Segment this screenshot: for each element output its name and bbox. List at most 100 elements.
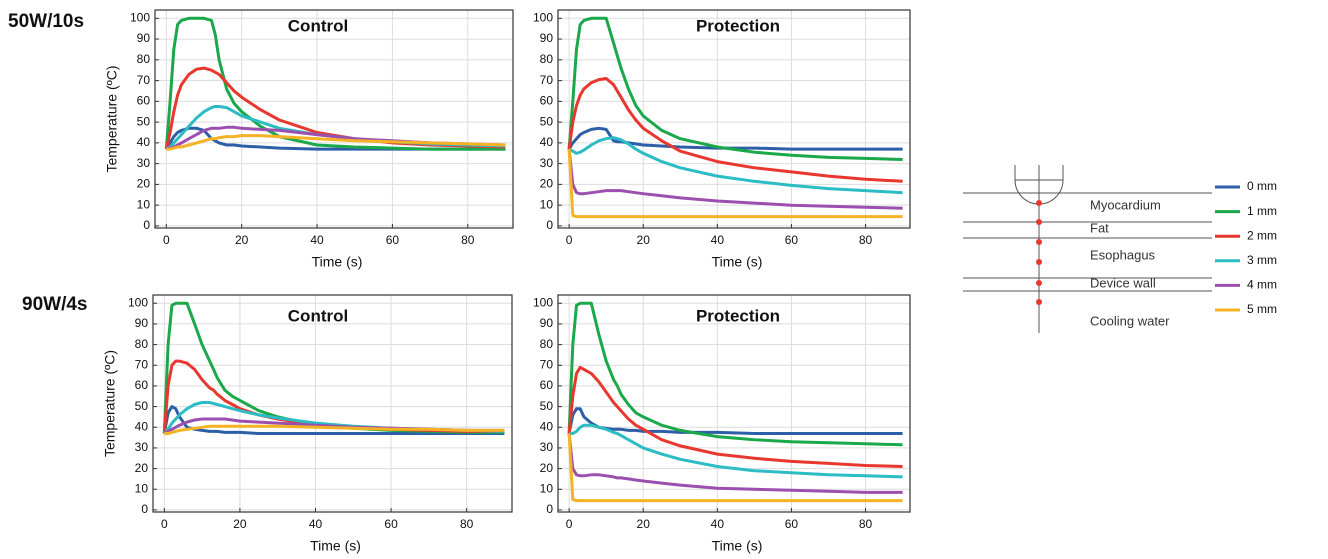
- x-tick-label: 0: [566, 233, 573, 247]
- x-tick-label: 40: [309, 517, 323, 531]
- y-tick-label: 60: [137, 94, 151, 108]
- plot-area: [558, 295, 910, 512]
- x-tick-label: 40: [711, 517, 725, 531]
- data-line: [165, 126, 506, 151]
- layer-label: Esophagus: [1090, 247, 1156, 262]
- probe-point: [1036, 200, 1042, 206]
- y-tick-label: 80: [135, 337, 149, 351]
- y-tick-label: 60: [135, 378, 149, 392]
- x-tick-label: 80: [460, 517, 474, 531]
- x-tick-label: 0: [566, 517, 573, 531]
- chart-title: Protection: [696, 306, 780, 325]
- x-tick-label: 40: [711, 233, 725, 247]
- row-label: 50W/10s: [8, 11, 84, 32]
- x-axis-label: Time (s): [712, 254, 763, 270]
- y-tick-label: 10: [540, 197, 554, 211]
- y-tick-label: 90: [540, 316, 554, 330]
- chart-title: Control: [288, 306, 348, 325]
- y-tick-label: 20: [540, 461, 554, 475]
- plot-frame: [154, 9, 514, 229]
- data-line: [166, 134, 506, 151]
- y-tick-label: 70: [137, 73, 151, 87]
- plot-area: [155, 10, 513, 228]
- x-tick-label: 60: [785, 233, 799, 247]
- y-tick-label: 50: [137, 114, 151, 128]
- y-tick-label: 10: [137, 197, 151, 211]
- y-tick-label: 70: [540, 73, 554, 87]
- x-tick-label: 60: [384, 517, 398, 531]
- chart-title: Protection: [696, 16, 780, 35]
- layer-label: Cooling water: [1090, 313, 1170, 328]
- data-line: [568, 136, 903, 195]
- probe-point: [1036, 299, 1042, 305]
- layer-label: Myocardium: [1090, 197, 1161, 212]
- x-tick-label: 0: [163, 233, 170, 247]
- y-axis-label: Temperature (ºC): [104, 65, 120, 172]
- x-tick-label: 20: [233, 517, 247, 531]
- layer-label: Fat: [1090, 220, 1109, 235]
- y-tick-label: 80: [540, 52, 554, 66]
- probe-points: [1036, 200, 1042, 305]
- x-tick-label: 0: [161, 517, 168, 531]
- y-tick-label: 20: [540, 177, 554, 191]
- x-tick-label: 80: [859, 517, 873, 531]
- y-tick-label: 50: [540, 114, 554, 128]
- probe-point: [1036, 219, 1042, 225]
- y-tick-label: 80: [540, 337, 554, 351]
- plot-frame: [557, 9, 911, 229]
- legend-label: 3 mm: [1247, 253, 1277, 267]
- data-line: [164, 424, 505, 435]
- data-line: [164, 16, 506, 151]
- y-tick-label: 30: [135, 440, 149, 454]
- layer-label: Device wall: [1090, 275, 1156, 290]
- y-tick-label: 30: [540, 440, 554, 454]
- y-tick-label: 50: [540, 399, 554, 413]
- probe-point: [1036, 239, 1042, 245]
- y-tick-label: 20: [137, 177, 151, 191]
- y-tick-label: 80: [137, 52, 151, 66]
- y-tick-label: 30: [540, 156, 554, 170]
- y-tick-label: 0: [141, 502, 148, 516]
- y-tick-label: 10: [135, 481, 149, 495]
- data-line: [567, 365, 903, 468]
- data-line: [567, 149, 903, 219]
- x-axis-label: Time (s): [312, 254, 363, 270]
- legend-label: 0 mm: [1247, 179, 1277, 193]
- y-tick-label: 0: [143, 218, 150, 232]
- y-tick-label: 100: [128, 295, 148, 309]
- y-tick-label: 100: [533, 10, 553, 24]
- data-line: [567, 301, 903, 447]
- x-tick-label: 40: [310, 233, 324, 247]
- y-tick-label: 40: [540, 419, 554, 433]
- legend-label: 2 mm: [1247, 228, 1277, 242]
- y-tick-label: 50: [135, 399, 149, 413]
- y-tick-label: 90: [137, 31, 151, 45]
- y-tick-label: 60: [540, 94, 554, 108]
- x-axis-label: Time (s): [310, 538, 361, 554]
- x-tick-label: 20: [235, 233, 249, 247]
- y-tick-label: 40: [135, 419, 149, 433]
- data-line: [569, 423, 903, 479]
- data-line: [567, 433, 903, 494]
- data-line: [162, 405, 505, 435]
- row-label: 90W/4s: [22, 294, 87, 315]
- y-tick-label: 10: [540, 481, 554, 495]
- x-tick-label: 20: [637, 517, 651, 531]
- y-tick-label: 90: [135, 316, 149, 330]
- legend-label: 4 mm: [1247, 278, 1277, 292]
- y-tick-label: 90: [540, 31, 554, 45]
- y-tick-label: 100: [130, 10, 150, 24]
- y-tick-label: 40: [540, 135, 554, 149]
- y-tick-label: 0: [546, 218, 553, 232]
- x-axis-label: Time (s): [712, 538, 763, 554]
- y-tick-label: 70: [540, 357, 554, 371]
- y-tick-label: 60: [540, 378, 554, 392]
- chart-title: Control: [288, 16, 348, 35]
- data-line: [165, 125, 506, 151]
- plot-area: [558, 10, 910, 228]
- y-tick-label: 0: [546, 502, 553, 516]
- data-line: [567, 16, 903, 161]
- plot-frame: [152, 294, 513, 513]
- x-tick-label: 80: [859, 233, 873, 247]
